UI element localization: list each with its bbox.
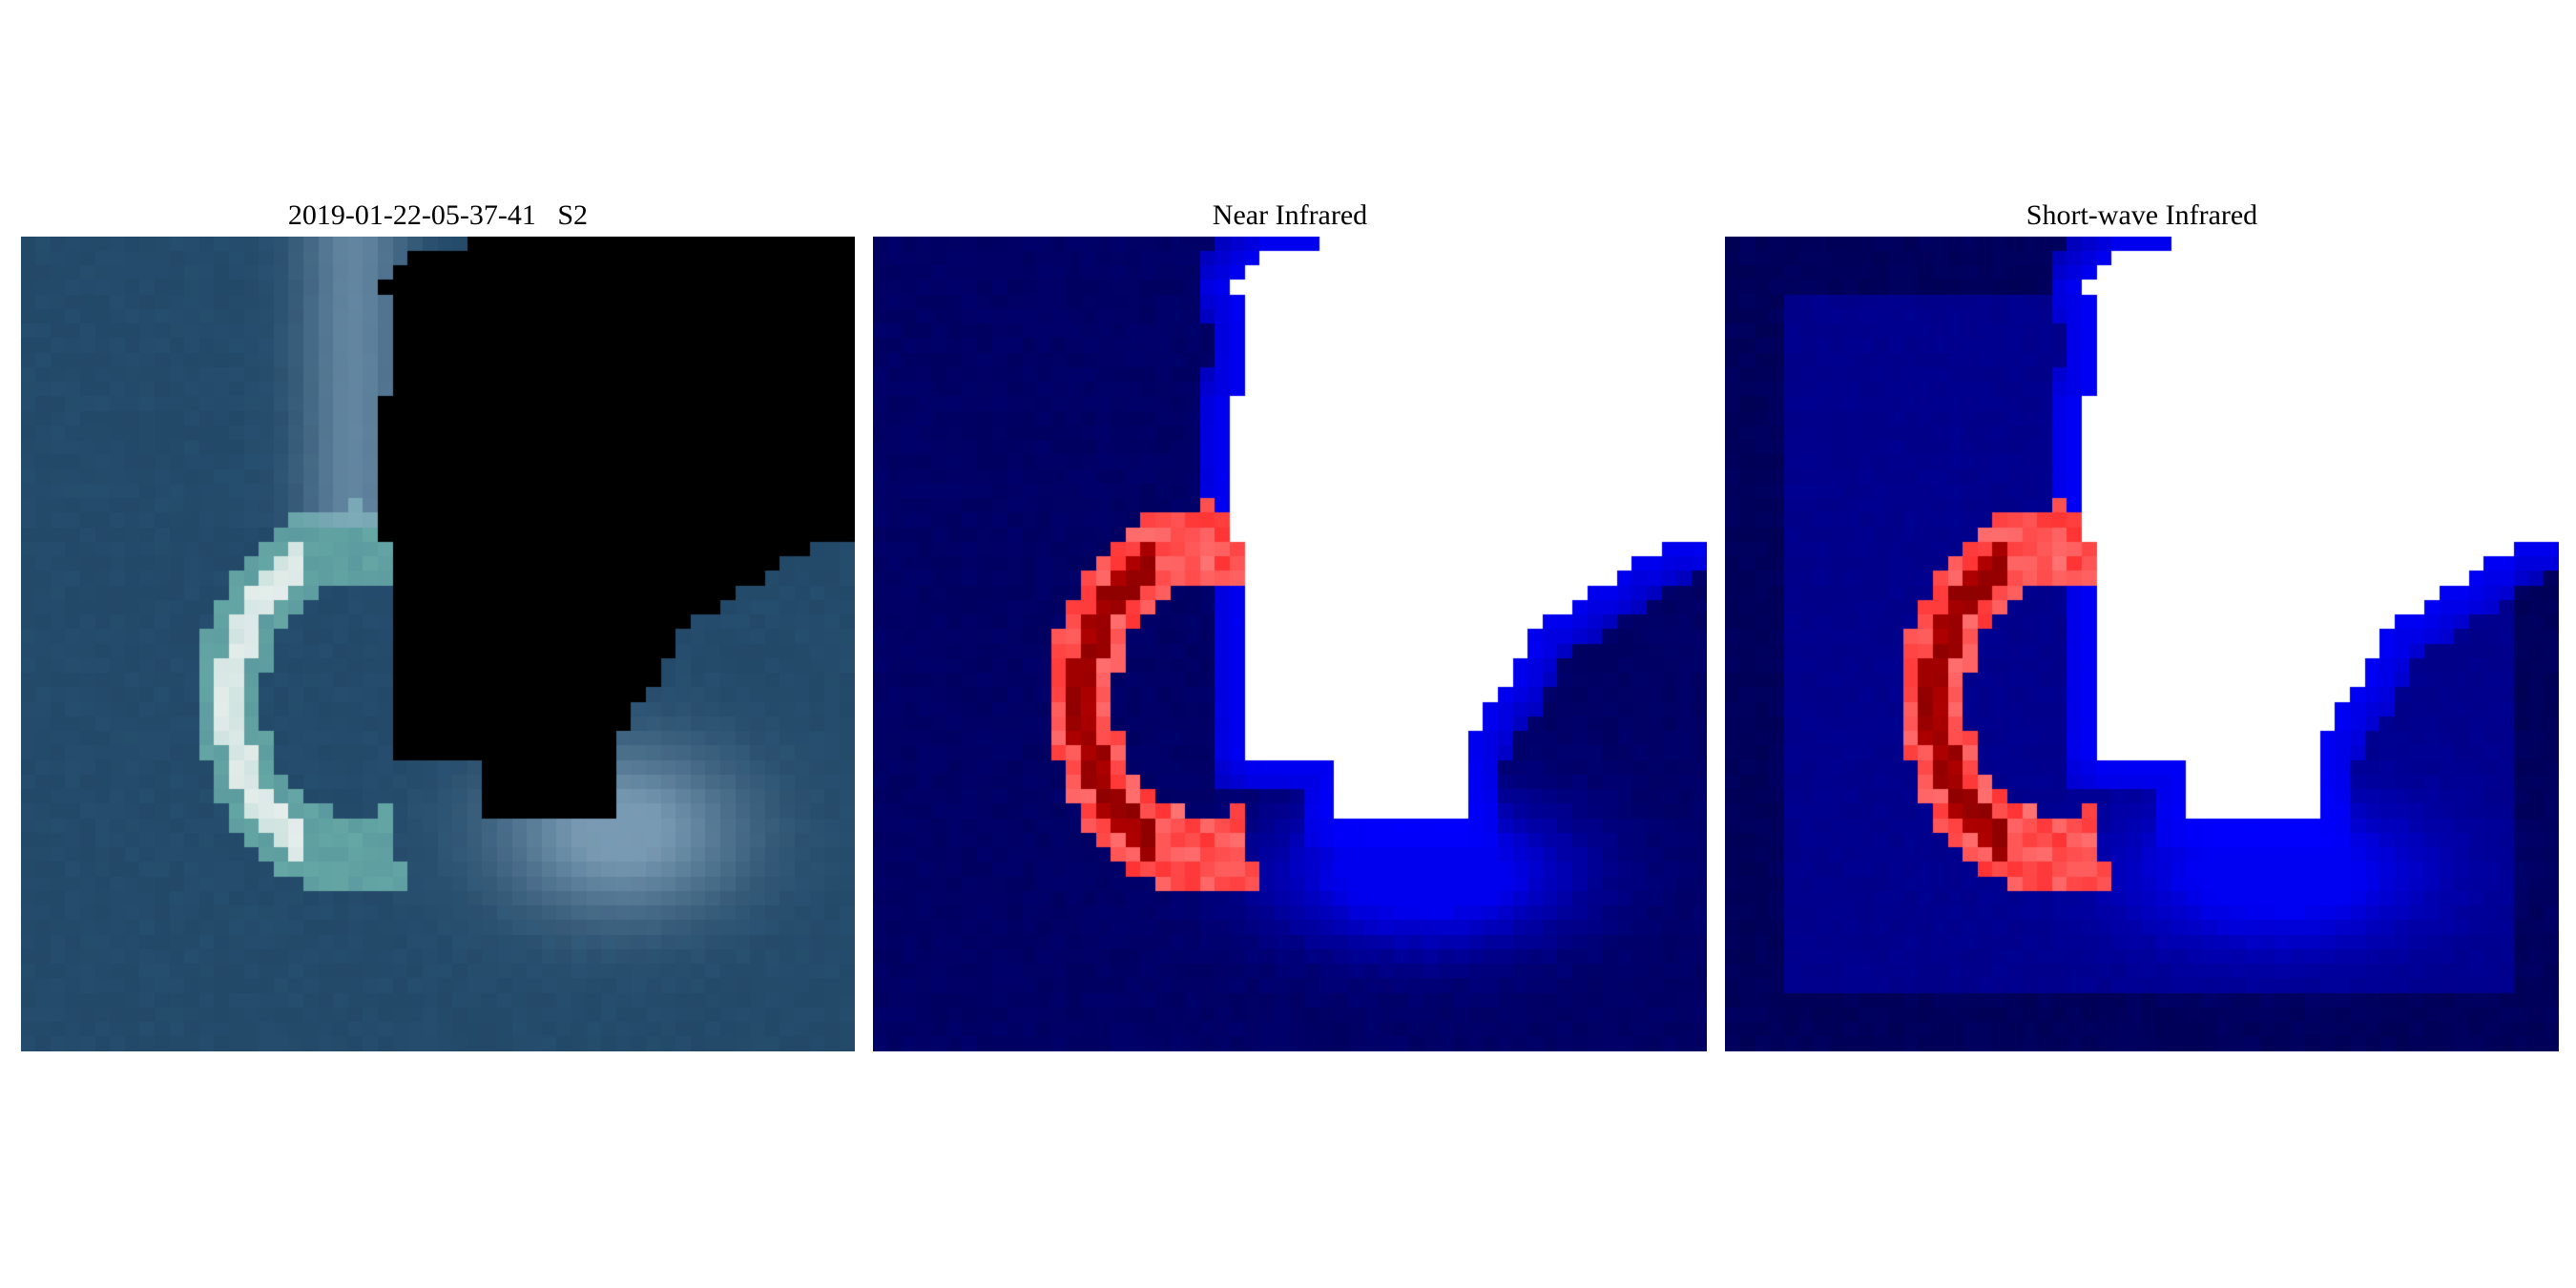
panel-title-short-wave-infrared: Short-wave Infrared	[1725, 197, 2559, 235]
short-wave-infrared-image	[1725, 237, 2559, 1051]
near-infrared-image	[873, 237, 1707, 1051]
panel-title-true-color: 2019-01-22-05-37-41 S2	[21, 197, 855, 235]
panel-title-near-infrared: Near Infrared	[873, 197, 1707, 235]
true-color-satellite-image	[21, 237, 855, 1051]
